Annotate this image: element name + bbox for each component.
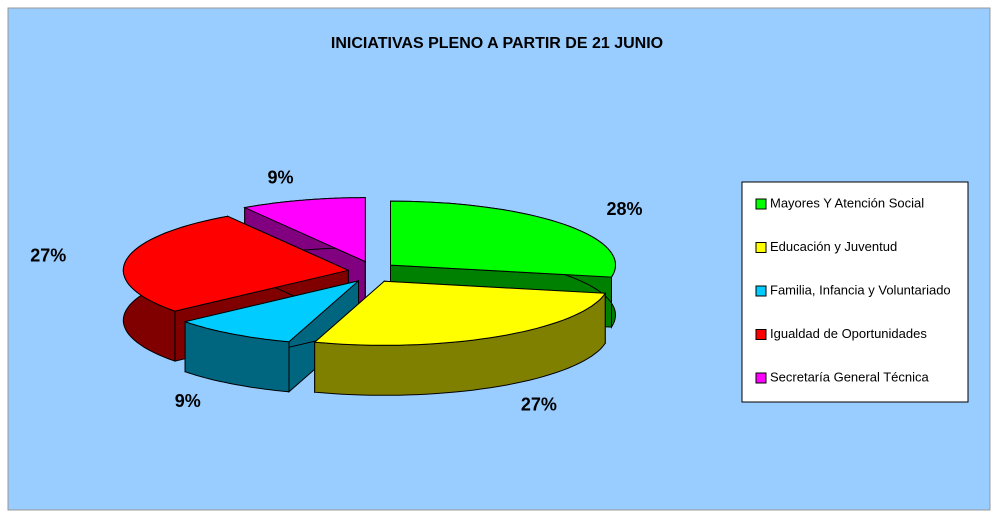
legend-swatch [755, 242, 767, 253]
slice [313, 280, 607, 346]
legend-swatch [755, 329, 767, 340]
legend-swatch [755, 198, 767, 210]
data-label: 9% [268, 167, 294, 187]
legend [741, 181, 969, 403]
slice [390, 200, 617, 278]
data-label: 28% [607, 199, 643, 219]
data-label: 27% [30, 246, 66, 266]
slice [243, 197, 366, 263]
legend-swatch [755, 285, 767, 297]
legend-label: Igualdad de Oportunidades [770, 326, 927, 341]
legend-swatch [755, 372, 767, 384]
legend-label: Mayores Y Atención Social [770, 195, 924, 210]
slice [183, 280, 359, 343]
data-label: 27% [521, 394, 557, 414]
chart-title: INICIATIVAS PLENO A PARTIR DE 21 JUNIO [331, 35, 663, 52]
legend-label: Familia, Infancia y Voluntariado [770, 282, 951, 297]
legend-label: Educación y Juventud [770, 239, 897, 254]
legend-label: Secretaría General Técnica [770, 369, 929, 384]
data-label: 9% [175, 391, 201, 411]
slice [122, 215, 350, 312]
